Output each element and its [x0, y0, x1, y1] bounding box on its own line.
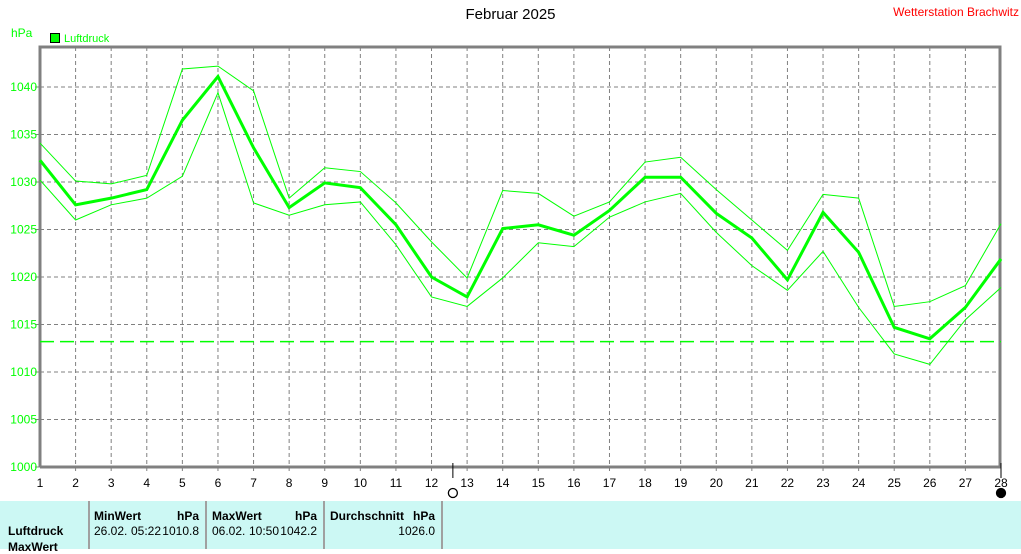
x-tick-label: 14 [496, 476, 510, 490]
min-header: MinWert [94, 509, 141, 523]
legend-swatch [51, 34, 60, 43]
y-tick-label: 1025 [10, 223, 37, 237]
x-tick-label: 17 [603, 476, 617, 490]
x-tick-label: 21 [745, 476, 759, 490]
filled-circle-marker [997, 489, 1006, 498]
x-tick-label: 16 [567, 476, 581, 490]
y-tick-label: 1015 [10, 318, 37, 332]
x-tick-label: 1 [37, 476, 44, 490]
y-tick-label: 1035 [10, 128, 37, 142]
x-tick-label: 7 [250, 476, 257, 490]
max-cell: MaxWert hPa 06.02. 10:50 1042.2 [207, 501, 325, 549]
stats-table: Luftdruck MaxWert MinWert hPa 26.02. 05:… [0, 501, 1021, 549]
x-tick-label: 15 [532, 476, 546, 490]
x-tick-label: 6 [215, 476, 222, 490]
max-date: 06.02. [212, 524, 245, 538]
x-tick-label: 10 [354, 476, 368, 490]
row-label-maxwert: MaxWert [8, 540, 58, 554]
max-header: MaxWert [212, 509, 262, 523]
row-label-luftdruck: Luftdruck [8, 524, 63, 538]
open-circle-marker [448, 489, 457, 498]
station-name: Wetterstation Brachwitz [893, 5, 1019, 19]
x-tick-label: 23 [816, 476, 830, 490]
min-date: 26.02. [94, 524, 127, 538]
y-tick-label: 1000 [10, 460, 37, 474]
x-tick-label: 2 [72, 476, 79, 490]
y-axis-label: hPa [11, 26, 33, 40]
x-tick-label: 25 [888, 476, 902, 490]
x-tick-label: 18 [638, 476, 652, 490]
x-tick-label: 9 [321, 476, 328, 490]
x-tick-label: 27 [959, 476, 973, 490]
y-tick-label: 1020 [10, 270, 37, 284]
avg-unit: hPa [413, 509, 435, 523]
x-tick-label: 4 [143, 476, 150, 490]
avg-value: 1026.0 [398, 524, 435, 538]
x-tick-label: 19 [674, 476, 688, 490]
plot-frame [40, 47, 1000, 467]
x-tick-label: 12 [425, 476, 439, 490]
x-tick-label: 5 [179, 476, 186, 490]
legend-label: Luftdruck [64, 33, 110, 45]
max-time: 10:50 [249, 524, 279, 538]
max-value: 1042.2 [280, 524, 317, 538]
avg-cell: Durchschnitt hPa 1026.0 [325, 501, 443, 549]
x-tick-label: 20 [710, 476, 724, 490]
x-tick-label: 22 [781, 476, 795, 490]
x-tick-label: 8 [286, 476, 293, 490]
series-line-max [40, 66, 1001, 306]
x-tick-label: 11 [390, 476, 403, 490]
max-unit: hPa [295, 509, 317, 523]
min-unit: hPa [177, 509, 199, 523]
x-tick-label: 3 [108, 476, 115, 490]
x-tick-label: 26 [923, 476, 937, 490]
y-tick-label: 1005 [10, 413, 37, 427]
avg-header: Durchschnitt [330, 509, 404, 523]
chart-title: Februar 2025 [0, 6, 1021, 23]
min-time: 05:22 [131, 524, 161, 538]
y-tick-label: 1030 [10, 175, 37, 189]
y-tick-label: 1040 [10, 80, 37, 94]
min-value: 1010.8 [162, 524, 199, 538]
min-cell: MinWert hPa 26.02. 05:22 1010.8 [90, 501, 207, 549]
series-line-min [40, 93, 1001, 365]
series-line-mean [40, 77, 1001, 339]
x-tick-label: 24 [852, 476, 866, 490]
x-tick-label: 13 [460, 476, 474, 490]
row-label-cell: Luftdruck MaxWert [0, 501, 90, 549]
y-tick-label: 1010 [10, 365, 37, 379]
